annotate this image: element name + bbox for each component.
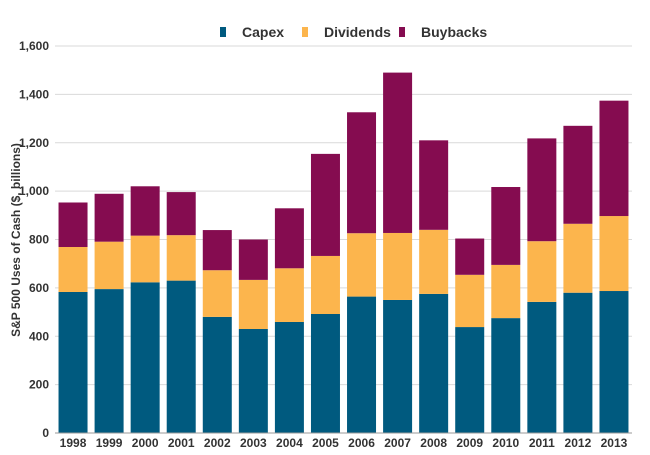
bar-capex-2012 [563, 292, 593, 433]
y-tick-label: 1,400 [19, 87, 49, 101]
legend-label-capex: Capex [242, 24, 284, 40]
bar-dividends-2006 [347, 233, 377, 297]
x-tick-label: 2004 [276, 436, 303, 450]
bar-capex-2007 [383, 299, 413, 433]
bar-dividends-2013 [599, 216, 629, 292]
bar-dividends-2003 [238, 279, 268, 329]
bar-buybacks-2000 [130, 186, 160, 236]
x-tick-label: 2012 [565, 436, 592, 450]
x-tick-label: 2010 [492, 436, 519, 450]
y-axis-label: S&P 500 Uses of Cash ($, billions) [9, 143, 23, 337]
legend: Capex Dividends Buybacks [220, 24, 487, 40]
bar-capex-2000 [130, 282, 160, 433]
bar-buybacks-2001 [166, 192, 196, 236]
x-tick-label: 2000 [132, 436, 159, 450]
bar-buybacks-2003 [238, 239, 268, 280]
x-tick-label: 2001 [168, 436, 195, 450]
y-tick-label: 1,600 [19, 39, 49, 53]
bar-buybacks-2005 [310, 153, 340, 256]
legend-swatch-buybacks [399, 27, 405, 37]
y-axis-ticks: 0 200 400 600 800 1,000 1,200 1,400 1,600 [19, 39, 49, 440]
bar-buybacks-2012 [563, 125, 593, 224]
y-tick-label: 1,200 [19, 136, 49, 150]
x-tick-label: 2002 [204, 436, 231, 450]
bar-capex-2005 [310, 313, 340, 433]
bar-capex-2010 [491, 318, 521, 433]
x-tick-label: 2008 [420, 436, 447, 450]
bars [58, 72, 629, 433]
bar-capex-2009 [455, 327, 485, 433]
bar-capex-2006 [347, 296, 377, 433]
x-tick-label: 2009 [456, 436, 483, 450]
bar-dividends-2004 [274, 268, 304, 322]
x-tick-label: 2006 [348, 436, 375, 450]
bar-buybacks-2011 [527, 138, 557, 242]
bar-dividends-2002 [202, 270, 232, 317]
bar-dividends-2008 [419, 229, 449, 294]
bar-capex-2008 [419, 293, 449, 433]
bar-dividends-1998 [58, 246, 88, 292]
bar-dividends-2005 [310, 255, 340, 314]
y-tick-label: 600 [29, 281, 49, 295]
x-tick-label: 2005 [312, 436, 339, 450]
bar-buybacks-2008 [419, 140, 449, 230]
legend-label-dividends: Dividends [324, 24, 391, 40]
bar-capex-2001 [166, 280, 196, 433]
bar-buybacks-1998 [58, 202, 88, 247]
legend-swatch-dividends [302, 27, 308, 37]
bar-buybacks-2007 [383, 72, 413, 233]
bar-dividends-2007 [383, 232, 413, 300]
bar-buybacks-2006 [347, 112, 377, 234]
legend-label-buybacks: Buybacks [421, 24, 487, 40]
x-tick-label: 1998 [60, 436, 87, 450]
bar-capex-1998 [58, 291, 88, 433]
bar-buybacks-2010 [491, 187, 521, 265]
bar-dividends-2009 [455, 274, 485, 328]
bar-buybacks-2013 [599, 100, 629, 217]
x-tick-label: 2013 [601, 436, 628, 450]
x-tick-label: 2011 [529, 436, 555, 450]
bar-dividends-2000 [130, 235, 160, 283]
bar-buybacks-2009 [455, 238, 485, 275]
bar-capex-2002 [202, 316, 232, 433]
y-tick-label: 200 [29, 378, 49, 392]
bar-dividends-1999 [94, 241, 124, 290]
y-tick-label: 0 [42, 426, 49, 440]
y-tick-label: 800 [29, 233, 49, 247]
bar-capex-2004 [274, 321, 304, 433]
bar-buybacks-2004 [274, 208, 304, 269]
bar-dividends-2010 [491, 264, 521, 319]
x-axis-ticks: 1998 1999 2000 2001 2002 2003 2004 2005 2006 2007… [60, 436, 628, 450]
bar-dividends-2011 [527, 241, 557, 302]
bar-capex-2003 [238, 328, 268, 433]
bar-buybacks-2002 [202, 230, 232, 271]
bar-buybacks-1999 [94, 193, 124, 242]
bar-capex-1999 [94, 289, 124, 433]
x-tick-label: 2007 [384, 436, 411, 450]
bar-capex-2013 [599, 291, 629, 433]
legend-swatch-capex [220, 27, 226, 37]
bar-dividends-2012 [563, 223, 593, 293]
bar-dividends-2001 [166, 235, 196, 281]
x-tick-label: 2003 [240, 436, 267, 450]
bar-capex-2011 [527, 301, 557, 433]
y-tick-label: 400 [29, 329, 49, 343]
y-tick-label: 1,000 [19, 184, 49, 198]
x-tick-label: 1999 [96, 436, 123, 450]
